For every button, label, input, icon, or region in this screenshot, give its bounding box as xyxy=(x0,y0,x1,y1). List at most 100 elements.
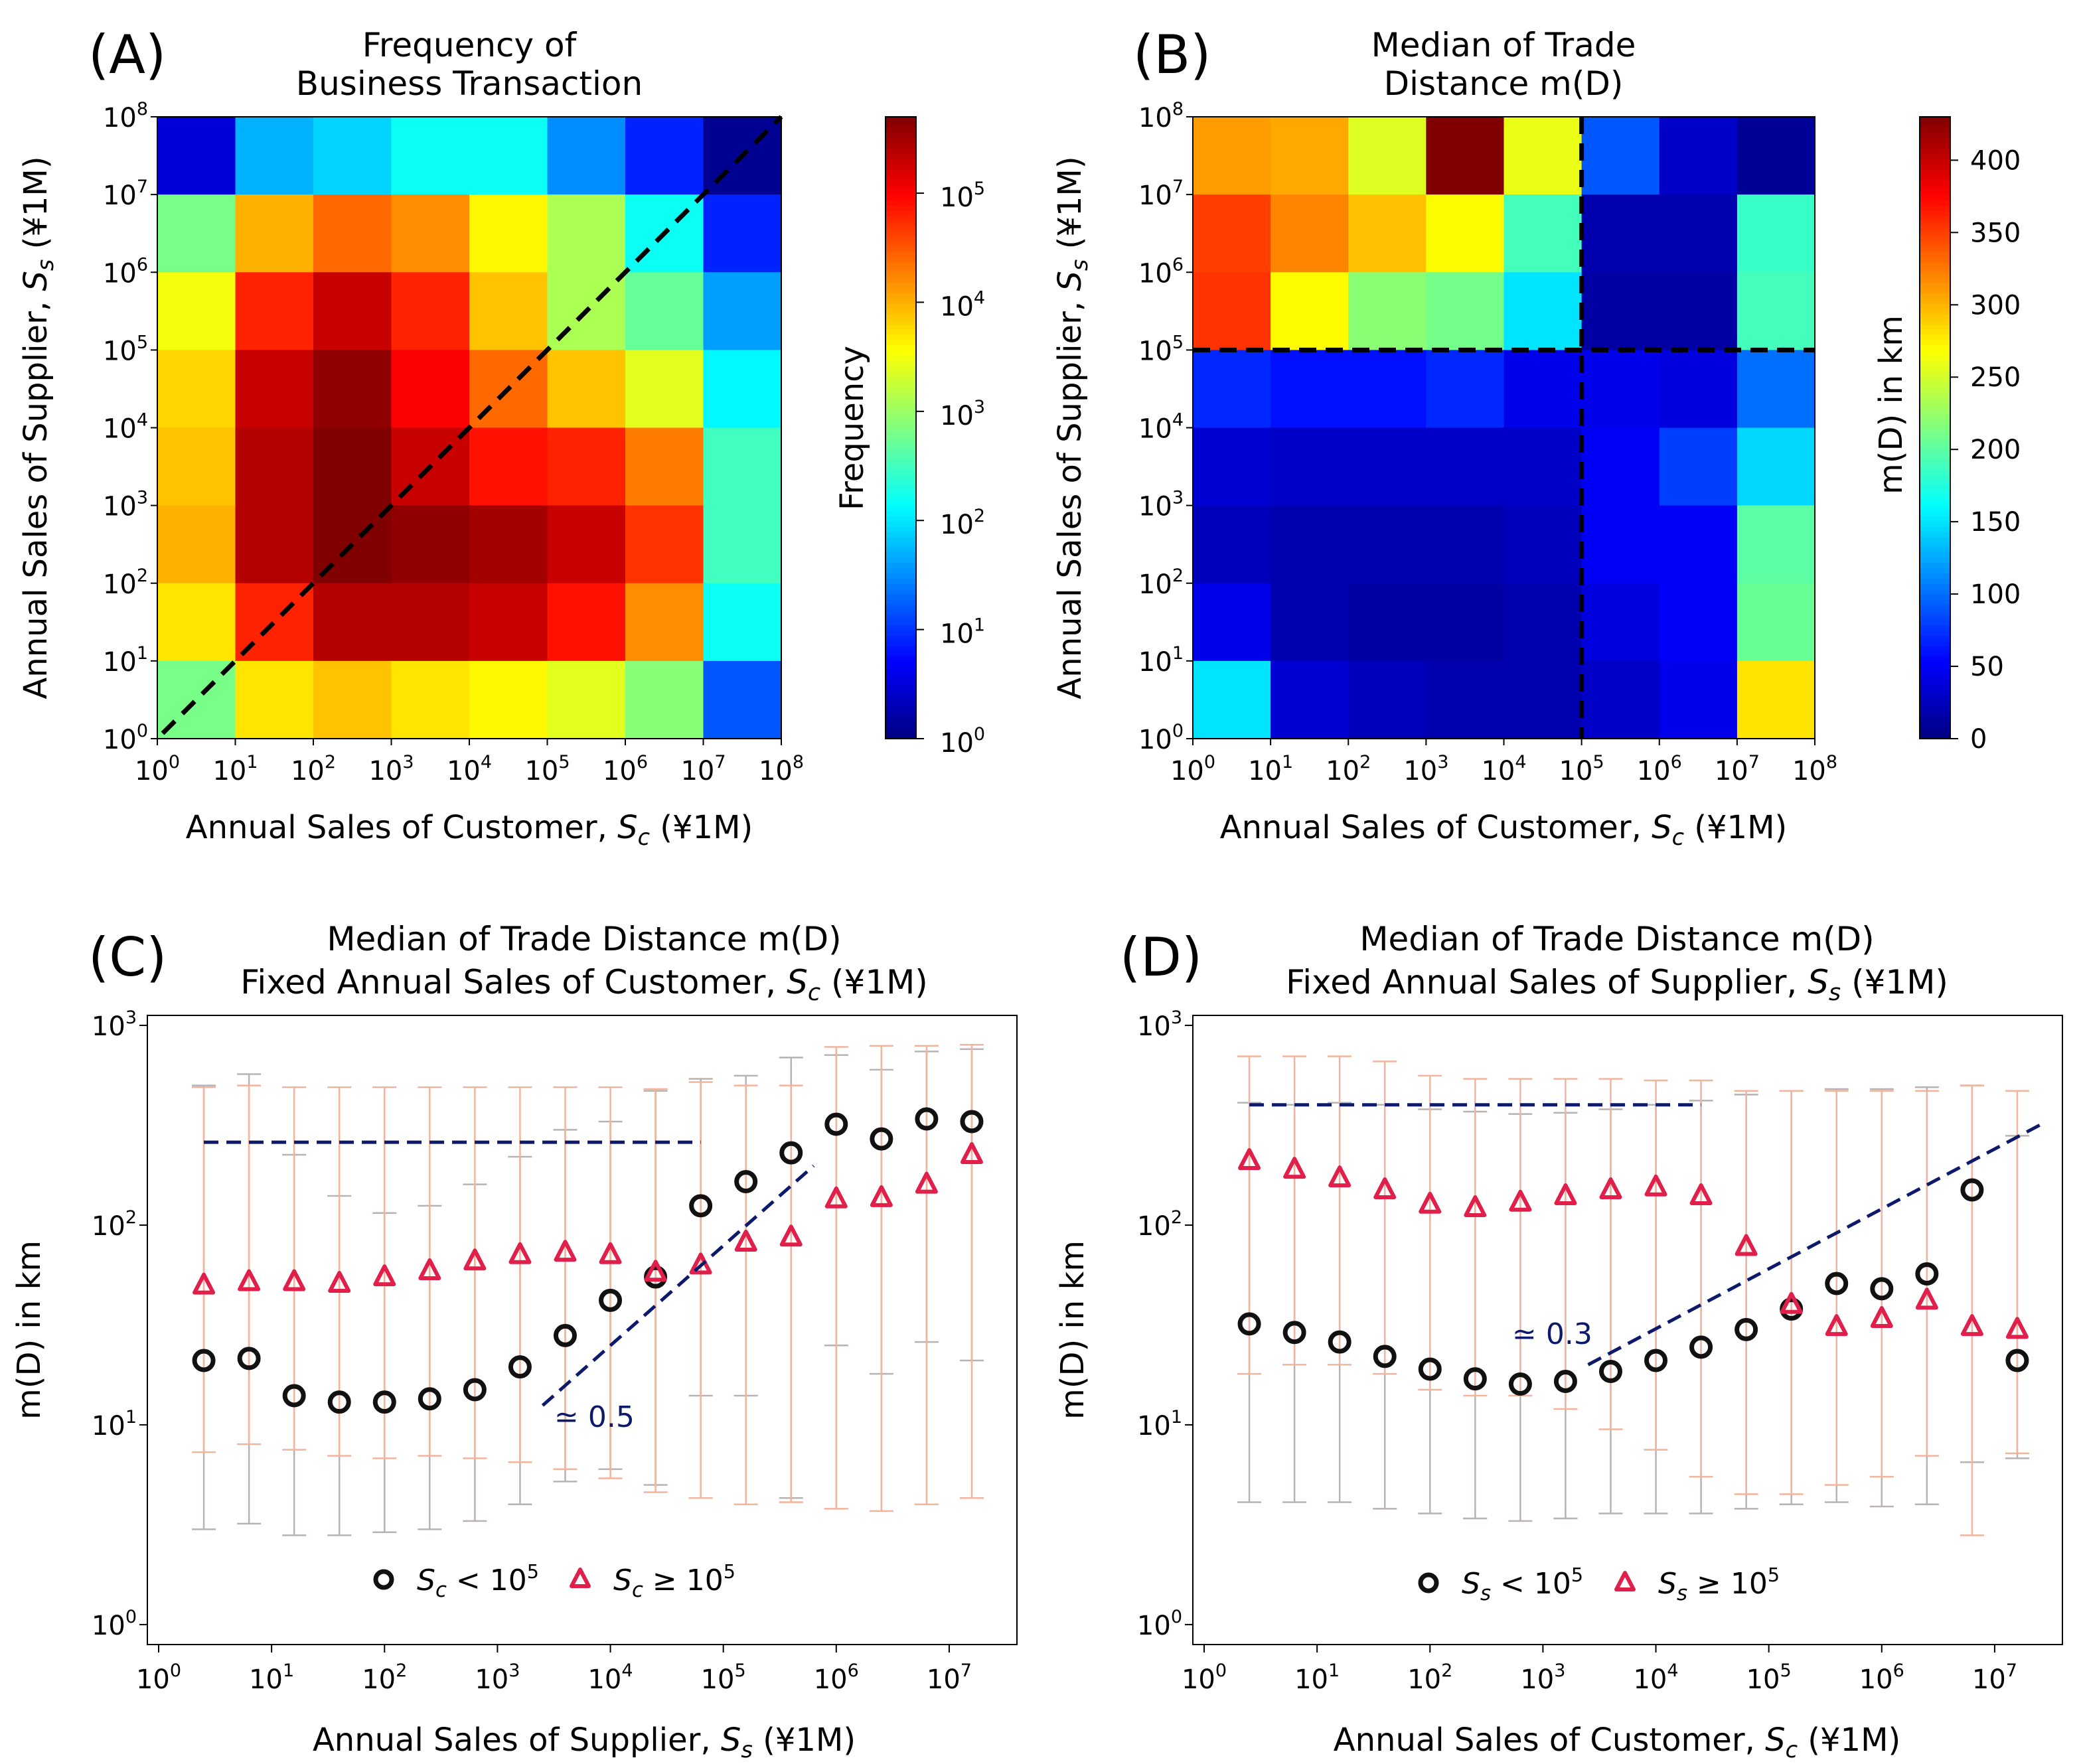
colorbar-segment xyxy=(886,531,916,538)
data-point-triangle xyxy=(508,1242,532,1264)
heatmap-cell xyxy=(625,583,704,662)
x-tick-label: 100 xyxy=(136,1660,181,1695)
heatmap-cell xyxy=(625,350,704,429)
colorbar-tick-label: 200 xyxy=(1970,435,2021,465)
colorbar-segment xyxy=(886,137,916,143)
colorbar-segment xyxy=(886,427,916,434)
heatmap-cell xyxy=(1348,427,1427,506)
colorbar-segment xyxy=(886,526,916,532)
colorbar-segment xyxy=(1920,702,1950,708)
heatmap-cell xyxy=(1504,427,1582,506)
heatmap-cell xyxy=(1426,194,1505,273)
data-point-triangle xyxy=(1825,1314,1848,1337)
data-point-circle xyxy=(1282,1321,1306,1345)
heatmap-cell xyxy=(1426,505,1505,584)
colorbar-tick-label: 250 xyxy=(1970,362,2021,393)
heatmap-cell xyxy=(235,660,314,739)
colorbar-tick-label: 350 xyxy=(1970,218,2021,248)
colorbar-segment xyxy=(886,645,916,652)
panel-label: (C) xyxy=(88,926,167,988)
data-point-triangle xyxy=(1238,1148,1261,1171)
heatmap-cell xyxy=(235,427,314,506)
data-point-triangle xyxy=(463,1248,487,1271)
data-point-circle xyxy=(689,1194,713,1218)
heatmap-cell xyxy=(1193,350,1271,429)
colorbar-segment xyxy=(886,370,916,377)
colorbar-segment xyxy=(886,453,916,460)
x-tick-label: 100 xyxy=(1170,752,1215,786)
y-tick-label: 102 xyxy=(1138,565,1184,600)
colorbar-segment xyxy=(1920,344,1950,351)
colorbar-segment xyxy=(1920,412,1950,418)
x-tick-label: 105 xyxy=(1559,752,1604,786)
heatmap-cell xyxy=(157,194,236,273)
colorbar-segment xyxy=(1920,656,1950,662)
colorbar-segment xyxy=(1920,577,1950,584)
heatmap-cell xyxy=(1348,660,1427,739)
data-point-triangle xyxy=(1599,1177,1622,1200)
colorbar-segment xyxy=(886,350,916,356)
heatmap-cell xyxy=(1736,117,1815,195)
diagonal-dashed-line xyxy=(161,115,783,735)
colorbar-segment xyxy=(1920,163,1950,169)
x-tick-label: 104 xyxy=(1633,1660,1678,1695)
colorbar-segment xyxy=(886,707,916,713)
colorbar-segment xyxy=(886,474,916,480)
x-tick-label: 104 xyxy=(1481,752,1526,786)
colorbar-segment xyxy=(886,153,916,159)
colorbar-label: m(D) in km xyxy=(1873,315,1910,494)
x-tick-label: 108 xyxy=(759,752,804,786)
heatmap-cell xyxy=(625,272,704,350)
y-tick-label: 104 xyxy=(1138,410,1184,445)
heatmap-cell xyxy=(1193,272,1271,350)
colorbar-segment xyxy=(886,329,916,335)
colorbar-segment xyxy=(1920,121,1950,128)
markers-1 xyxy=(1238,1148,2029,1339)
colorbar-segment xyxy=(886,225,916,232)
heatmap-cell xyxy=(1504,194,1582,273)
colorbar-segment xyxy=(1920,593,1950,599)
y-tick-label: 103 xyxy=(103,488,148,522)
colorbar-segment xyxy=(1920,376,1950,382)
colorbar-segment xyxy=(1920,225,1950,232)
data-point-circle xyxy=(237,1347,261,1370)
y-tick-label: 102 xyxy=(92,1207,137,1242)
colorbar-segment xyxy=(1920,370,1950,377)
y-tick-label: 100 xyxy=(92,1607,137,1641)
colorbar-segment xyxy=(1920,733,1950,739)
heatmap-cell xyxy=(1348,194,1427,273)
colorbar-segment xyxy=(1920,682,1950,688)
colorbar-segment xyxy=(886,438,916,444)
colorbar-segment xyxy=(886,443,916,449)
colorbar-segment xyxy=(886,625,916,630)
colorbar-segment xyxy=(886,199,916,206)
colorbar-segment xyxy=(886,676,916,682)
colorbar-segment xyxy=(1920,484,1950,490)
data-point-circle xyxy=(1915,1262,1939,1286)
heatmap-cell xyxy=(1271,272,1349,350)
y-tick-label: 102 xyxy=(1137,1207,1182,1242)
colorbar-tick-label: 100 xyxy=(940,724,985,759)
colorbar-segment xyxy=(886,666,916,672)
y-tick-label: 104 xyxy=(103,410,148,445)
colorbar-segment xyxy=(1920,194,1950,200)
heatmap-cell xyxy=(625,660,704,739)
colorbar-segment xyxy=(886,334,916,340)
heatmap-cells xyxy=(1193,117,1815,739)
heatmap-cell xyxy=(235,194,314,273)
heatmap-cell xyxy=(313,272,392,350)
y-tick-label: 102 xyxy=(103,565,148,600)
heatmap-cell xyxy=(1659,117,1738,195)
colorbar-segment xyxy=(1920,521,1950,527)
colorbar-segment xyxy=(1920,583,1950,589)
colorbar-segment xyxy=(886,562,916,569)
heatmap-cell xyxy=(157,350,236,429)
heatmap-cell xyxy=(1581,117,1660,195)
heatmap-cell xyxy=(1193,583,1271,662)
x-tick-label: 101 xyxy=(1294,1660,1340,1695)
heatmap-cell xyxy=(1659,427,1738,506)
data-point-circle xyxy=(2005,1349,2029,1372)
y-tick-label: 103 xyxy=(1137,1007,1182,1042)
data-point-triangle xyxy=(1328,1165,1351,1188)
heatmap-cell xyxy=(1271,117,1349,195)
